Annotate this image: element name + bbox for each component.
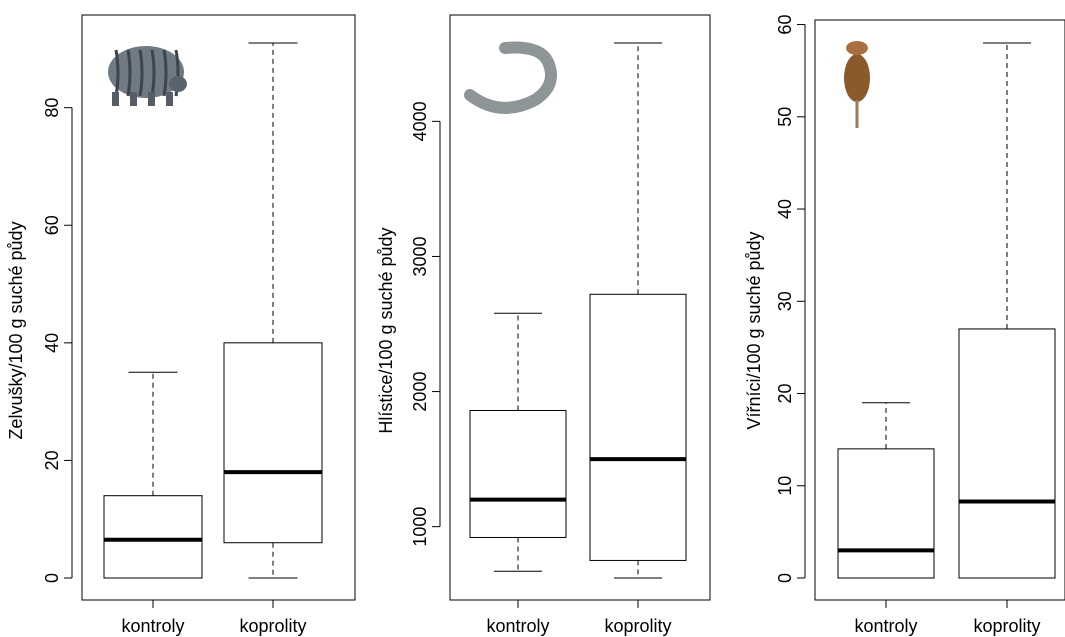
boxplot-panel: 1000 2000 3000 4000 Hlístice/100 g suché půd…	[376, 14, 711, 636]
boxplot-panel: 0 10 20 30 40 50 60 Vířníci/100 g suché půdy kon…	[744, 15, 1065, 636]
y-tick-label: 20	[775, 384, 795, 404]
y-tick-label: 0	[42, 573, 62, 583]
nematode-icon	[464, 41, 557, 114]
box-kontroly	[469, 312, 567, 572]
box-kontroly	[103, 371, 203, 579]
y-tick-label: 30	[775, 291, 795, 311]
y-tick-label: 2000	[410, 372, 430, 412]
y-tick-label: 40	[775, 199, 795, 219]
y-tick-label: 60	[42, 215, 62, 235]
iqr-box	[958, 328, 1056, 579]
x-tick-label: kontroly	[121, 616, 184, 636]
x-tick-label: koprolity	[973, 616, 1040, 636]
y-tick-label: 60	[775, 15, 795, 35]
iqr-box	[589, 293, 687, 561]
rotifer-icon	[844, 41, 870, 128]
y-tick-label: 0	[775, 573, 795, 583]
y-tick-label: 10	[775, 476, 795, 496]
box-koprolity	[223, 42, 323, 579]
y-axis-label: Hlístice/100 g suché půdy	[376, 227, 396, 433]
x-tick-label: kontroly	[486, 616, 549, 636]
box-koprolity	[589, 42, 687, 579]
x-tick-label: koprolity	[604, 616, 671, 636]
tardigrade-icon	[108, 46, 187, 106]
y-tick-label: 50	[775, 107, 795, 127]
iqr-box	[469, 409, 567, 538]
x-tick-label: kontroly	[854, 616, 917, 636]
y-tick-label: 4000	[410, 101, 430, 141]
y-tick-label: 40	[42, 333, 62, 353]
y-tick-label: 80	[42, 98, 62, 118]
y-tick-label: 3000	[410, 236, 430, 276]
x-tick-label: koprolity	[239, 616, 306, 636]
y-axis-label: Vířníci/100 g suché půdy	[744, 231, 764, 429]
iqr-box	[103, 495, 203, 579]
boxplot-panel: 0 20 40 60 80 Zelvušky/100 g suché půdy kontro…	[6, 14, 356, 636]
box-koprolity	[958, 42, 1056, 579]
y-tick-label: 20	[42, 450, 62, 470]
box-kontroly	[837, 402, 935, 579]
y-tick-label: 1000	[410, 507, 430, 547]
iqr-box	[223, 342, 323, 544]
iqr-box	[837, 448, 935, 579]
y-axis-label: Zelvušky/100 g suché půdy	[6, 221, 26, 439]
